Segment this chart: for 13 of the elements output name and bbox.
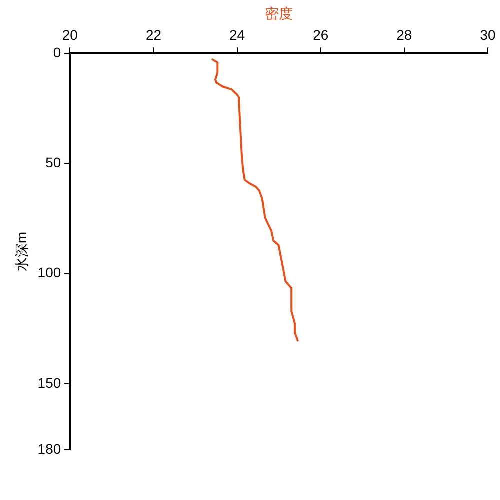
y-tick-label: 150 <box>38 374 62 391</box>
y-tick-label: 50 <box>46 154 62 171</box>
y-tick-label: 100 <box>38 264 62 281</box>
y-axis-title: 水深m <box>13 232 30 272</box>
x-tick-label: 24 <box>230 27 246 44</box>
x-axis-title: 密度 <box>265 5 294 22</box>
x-tick-label: 26 <box>313 27 329 44</box>
x-tick-label: 28 <box>396 27 412 44</box>
y-tick-label: 0 <box>53 44 62 60</box>
x-tick-label: 30 <box>480 27 496 44</box>
x-tick-label: 20 <box>62 27 78 44</box>
y-tick-label: 180 <box>38 440 62 457</box>
x-tick-label: 22 <box>146 27 162 44</box>
